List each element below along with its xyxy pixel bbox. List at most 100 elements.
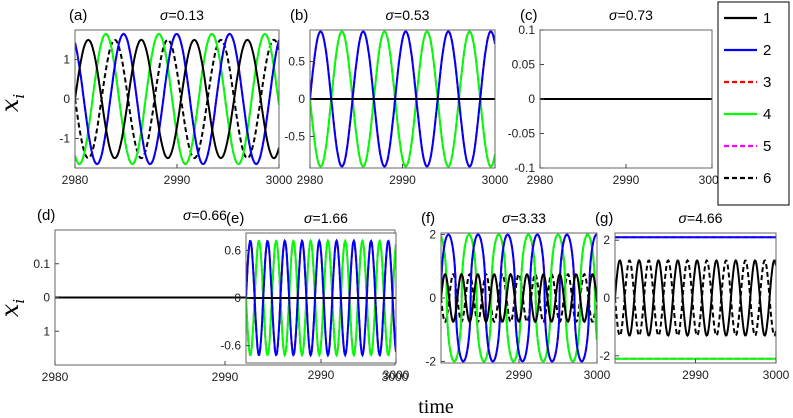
panel-a-sigma-symbol: σ	[160, 7, 169, 23]
legend-entry-4: 4	[724, 106, 771, 123]
panel-e-sigma-symbol: σ	[304, 210, 313, 226]
panel-e-sigma-value: 1.66	[321, 210, 348, 226]
legend-label-5: 5	[763, 138, 771, 155]
panel-g-xtick-label: 3000	[763, 368, 790, 382]
legend-entry-6: 6	[724, 170, 771, 187]
panel-d-xtick-label: 3000	[382, 370, 409, 384]
panel-f-eq: =	[511, 210, 519, 226]
panel-d-sigma-value: 0.66	[200, 207, 227, 223]
panel-d-xtick-label: 2990	[212, 370, 239, 384]
panel-a-eq: =	[169, 7, 177, 23]
panel-f-sigma-symbol: σ	[502, 210, 511, 226]
panel-e-label: (e)	[226, 210, 244, 227]
panel-f-series	[441, 233, 597, 363]
legend-entry-5: 5	[724, 138, 771, 155]
panel-d-ytick-label: 1	[43, 324, 50, 338]
panel-f-xtick-label: 2990	[506, 368, 533, 382]
panel-c-ytick-label: 0	[528, 92, 535, 106]
panel-e-ytick-label: -0.6	[220, 339, 241, 353]
panel-b-ytick-label: 0	[298, 92, 305, 106]
panel-a-xtick-label: 2990	[164, 173, 191, 187]
legend-label-6: 6	[763, 170, 771, 187]
panel-a-series	[75, 32, 279, 166]
panel-c-label: (c)	[520, 7, 538, 24]
panel-b-label: (b)	[290, 7, 308, 24]
panel-c-ytick-label: 0.1	[518, 23, 535, 37]
panel-e-series-2	[246, 238, 396, 358]
legend-label-2: 2	[763, 42, 771, 59]
panel-a: 1 0 -1 2980 2990 3000 (a) σ=0.13	[59, 7, 292, 187]
panel-e-ytick-label: 0.6	[224, 243, 241, 257]
panel-a-label: (a)	[69, 7, 87, 24]
panel-f-label: (f)	[421, 210, 435, 227]
legend-entry-1: 1	[724, 10, 771, 27]
legend-label-3: 3	[763, 74, 771, 91]
panel-g-background	[615, 233, 776, 363]
legend-label-4: 4	[763, 106, 771, 123]
panel-c-ytick-label: -0.05	[508, 127, 536, 141]
panel-g-ytick-label: 0	[603, 291, 610, 305]
panel-g-sigma-value: 4.66	[695, 210, 722, 226]
panel-g-series	[615, 236, 776, 360]
panel-g-series-6	[615, 258, 776, 338]
panel-a-series-2	[75, 32, 279, 166]
panel-g-eq: =	[687, 210, 695, 226]
panel-e: 0.6 0 -0.6 2990 3000 (e) σ=1.66	[220, 210, 409, 382]
panel-c-ytick-label: -0.1	[514, 161, 535, 175]
panel-a-title: σ=0.13	[160, 7, 204, 23]
panel-c-xtick-label: 2990	[613, 173, 640, 187]
panel-d-eq: =	[192, 207, 200, 223]
panel-b-series	[310, 30, 495, 168]
legend-box	[717, 1, 790, 206]
panel-a-xtick-label: 3000	[266, 173, 293, 187]
panel-d-xtick-label: 2980	[42, 370, 69, 384]
panel-c-eq: =	[618, 7, 626, 23]
panel-f-ytick-label: 2	[429, 228, 436, 242]
panel-c-xtick-label: 2980	[527, 173, 554, 187]
panel-a-background	[75, 30, 279, 168]
panel-f-series-2	[441, 233, 597, 363]
panel-a-series-4	[75, 32, 279, 166]
panel-e-series-4	[246, 238, 396, 358]
legend-entry-2: 2	[724, 42, 771, 59]
panel-b-sigma-symbol: σ	[386, 7, 395, 23]
panel-b-series-4	[310, 30, 495, 168]
panel-g-series-1	[615, 258, 776, 338]
panel-b-ytick-label: 0.5	[288, 55, 305, 69]
panel-g-ytick-label: 2	[603, 233, 610, 247]
panel-d-ytick-label: 0.1	[33, 257, 50, 271]
panel-c-title: σ=0.73	[609, 7, 653, 23]
legend-entry-3: 3	[724, 74, 771, 91]
panel-f-series-6	[441, 272, 597, 324]
panel-b: 0.5 0 -0.5 2980 2990 3000 (b) σ=0.53	[284, 7, 508, 187]
panel-b-series-2	[310, 30, 495, 168]
panel-g-ytick-label: -2	[599, 349, 610, 363]
panel-a-series-6	[75, 38, 279, 160]
panel-e-xtick-label: 2990	[308, 368, 335, 382]
panel-d-label: (d)	[37, 207, 55, 224]
panel-b-xtick-label: 2990	[389, 173, 416, 187]
panel-f-title: σ=3.33	[502, 210, 546, 226]
panel-b-sigma-value: 0.53	[402, 7, 429, 23]
panel-c-sigma-value: 0.73	[626, 7, 653, 23]
panel-g-title: σ=4.66	[679, 210, 723, 226]
panel-f-sigma-value: 3.33	[519, 210, 546, 226]
panel-e-eq: =	[313, 210, 321, 226]
panel-d-ytick-label: 0	[43, 291, 50, 305]
panel-a-ytick-label: -1	[59, 131, 70, 145]
panel-g: 2 0 -2 2990 3000 (g) σ=4.66	[595, 210, 790, 382]
legend-label-1: 1	[763, 10, 771, 27]
panel-a-ytick-label: 0	[63, 92, 70, 106]
panel-a-series-1	[75, 38, 279, 160]
panel-d-sigma-symbol: σ	[183, 207, 192, 223]
panel-f-ytick-label: 0	[429, 291, 436, 305]
panel-b-title: σ=0.53	[386, 7, 430, 23]
y-axis-label-row1-sub: i	[10, 94, 28, 99]
panel-e-ytick-label: 0	[234, 291, 241, 305]
panel-g-label: (g)	[595, 210, 613, 227]
panel-g-sigma-symbol: σ	[679, 210, 688, 226]
panel-g-xtick-label: 2990	[682, 368, 709, 382]
